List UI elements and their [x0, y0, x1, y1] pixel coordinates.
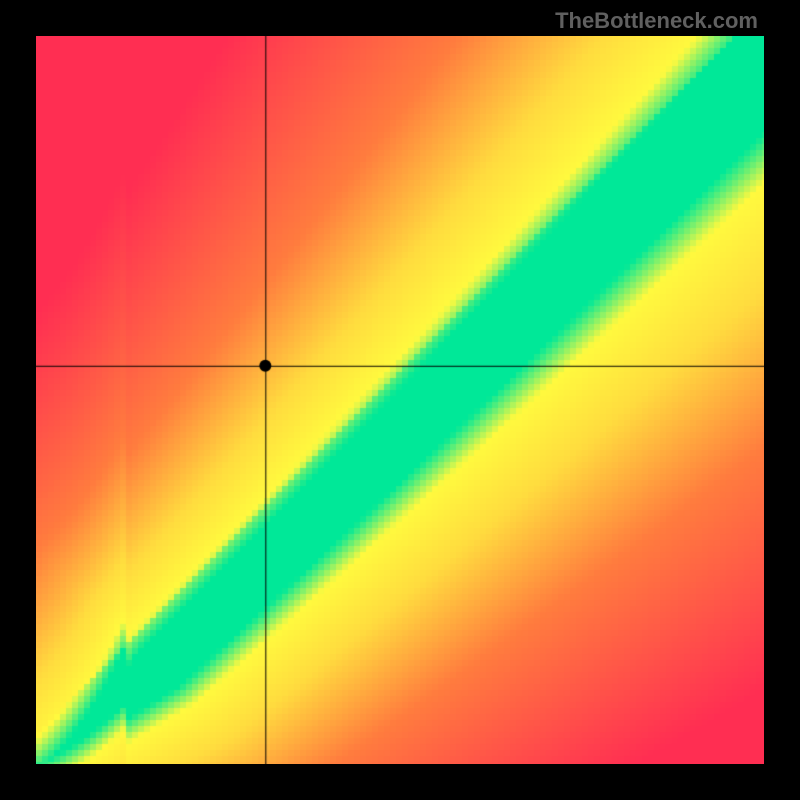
bottleneck-heatmap: [36, 36, 764, 764]
watermark-text: TheBottleneck.com: [555, 8, 758, 34]
chart-container: TheBottleneck.com: [0, 0, 800, 800]
